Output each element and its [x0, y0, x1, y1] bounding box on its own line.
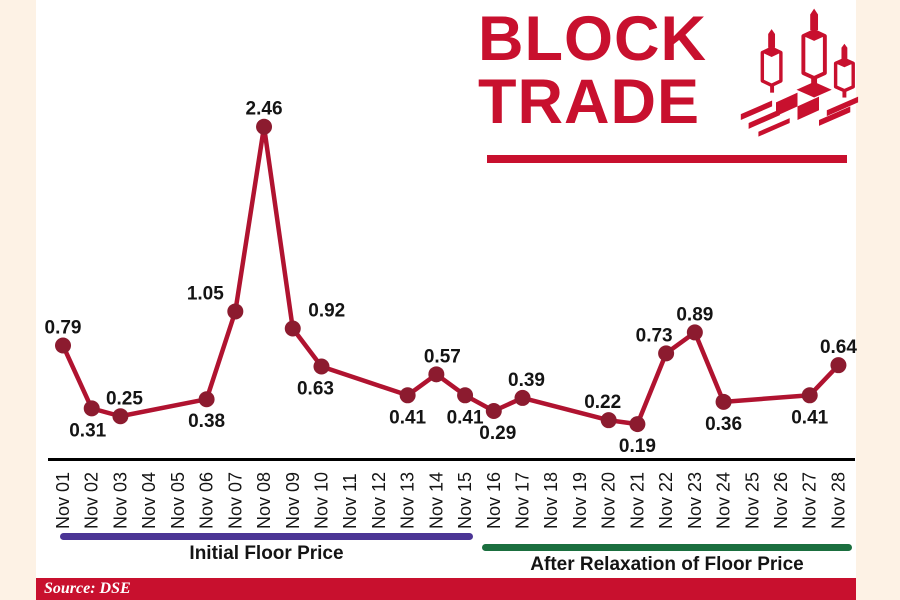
data-point [112, 408, 129, 425]
data-point-label: 0.38 [188, 411, 225, 432]
data-point [256, 118, 273, 135]
x-tick-label: Nov 14 [426, 472, 446, 529]
data-point-label: 0.89 [676, 304, 713, 325]
data-point-label: 0.41 [389, 407, 426, 428]
data-point-label: 2.46 [246, 99, 283, 120]
data-point-label: 0.57 [424, 346, 461, 367]
data-point-label: 0.22 [584, 392, 621, 413]
x-tick-label: Nov 24 [714, 472, 734, 529]
x-tick-label: Nov 20 [599, 472, 619, 529]
x-tick-label: Nov 26 [771, 472, 791, 529]
x-tick-label: Nov 10 [311, 472, 331, 529]
data-point-label: 0.19 [619, 436, 656, 457]
after-relaxation-label: After Relaxation of Floor Price [530, 554, 804, 575]
data-point [686, 324, 703, 341]
source-label: Source: DSE [44, 580, 131, 597]
x-tick-label: Nov 23 [685, 472, 705, 529]
x-tick-label: Nov 25 [742, 472, 762, 529]
data-point [629, 416, 646, 433]
data-point-label: 0.31 [69, 420, 106, 441]
logo-underline [487, 155, 847, 163]
x-tick-label: Nov 01 [53, 472, 73, 529]
x-tick-label: Nov 15 [455, 472, 475, 529]
x-tick-label: Nov 22 [656, 472, 676, 529]
data-point [801, 387, 818, 404]
logo-word-block: BLOCK [478, 4, 707, 74]
data-point [227, 303, 244, 320]
data-point [600, 412, 617, 429]
data-point [399, 387, 416, 404]
data-point-label: 0.36 [705, 414, 742, 435]
data-point-label: 0.73 [636, 325, 673, 346]
data-point-label: 0.39 [508, 370, 545, 391]
data-point [198, 391, 215, 408]
x-tick-label: Nov 04 [139, 472, 159, 529]
data-point [457, 387, 474, 404]
data-point-label: 0.92 [308, 300, 345, 321]
x-tick-label: Nov 02 [82, 472, 102, 529]
data-point [284, 320, 301, 337]
data-point-label: 0.41 [447, 407, 484, 428]
data-point [55, 337, 71, 354]
x-tick-label: Nov 03 [110, 472, 130, 529]
candlestick-stairs-icon [740, 8, 859, 137]
x-tick-label: Nov 12 [369, 472, 389, 529]
x-tick-label: Nov 06 [197, 472, 217, 529]
data-point-label: 0.63 [297, 378, 334, 399]
x-tick-label: Nov 18 [541, 472, 561, 529]
source-bar: Source: DSE [36, 578, 856, 600]
data-point [83, 400, 100, 417]
initial-floor-price-line [60, 533, 473, 540]
data-point [715, 393, 732, 410]
data-point [428, 366, 445, 383]
data-point-label: 0.79 [45, 318, 82, 339]
x-tick-label: Nov 13 [398, 472, 418, 529]
x-tick-label: Nov 17 [513, 472, 533, 529]
x-tick-label: Nov 11 [340, 473, 360, 529]
data-point-label: 1.05 [187, 283, 224, 304]
after-relaxation-line [482, 544, 852, 551]
x-tick-label: Nov 16 [484, 472, 504, 529]
logo-word-trade: TRADE [478, 67, 700, 137]
x-tick-label: Nov 08 [254, 472, 274, 529]
x-tick-label: Nov 28 [828, 472, 848, 529]
chart-panel [36, 0, 856, 578]
data-point [830, 357, 847, 374]
data-point [658, 345, 675, 362]
x-tick-label: Nov 05 [168, 472, 188, 529]
x-tick-label: Nov 09 [283, 472, 303, 529]
data-point [514, 389, 531, 406]
series-line [60, 124, 841, 427]
x-tick-label: Nov 21 [627, 472, 647, 529]
data-point [313, 358, 330, 375]
logo: BLOCK TRADE [478, 8, 707, 134]
x-tick-label: Nov 19 [570, 472, 590, 529]
x-tick-label: Nov 07 [225, 472, 245, 529]
data-point-label: 0.41 [791, 407, 828, 428]
data-point-label: 0.29 [479, 423, 516, 444]
x-tick-label: Nov 27 [800, 472, 820, 529]
initial-floor-price-label: Initial Floor Price [189, 543, 344, 564]
data-point-label: 0.64 [820, 337, 857, 358]
data-point [485, 403, 502, 420]
data-point-label: 0.25 [106, 388, 143, 409]
